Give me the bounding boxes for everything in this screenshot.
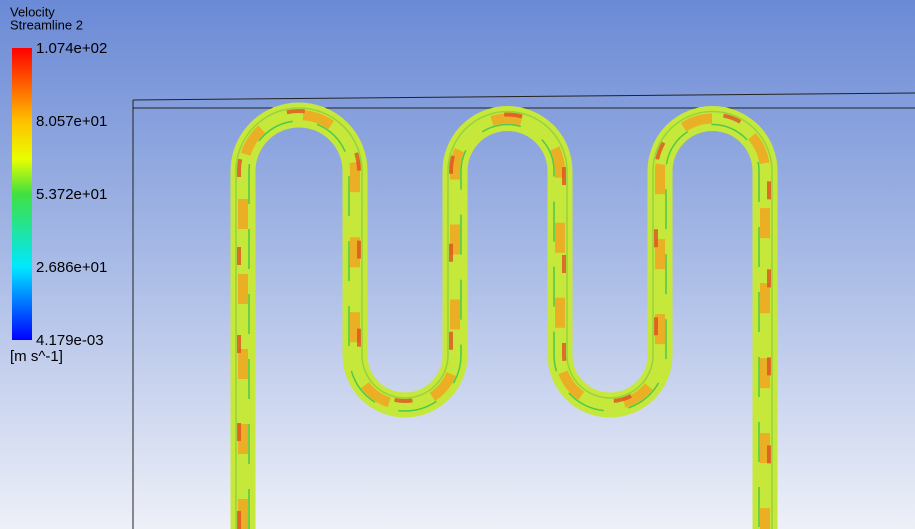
legend-units: [m s^-1] xyxy=(10,348,63,365)
legend-tick: 5.372e+01 xyxy=(36,186,107,203)
legend-tick: 2.686e+01 xyxy=(36,259,107,276)
legend-subtitle: Streamline 2 xyxy=(10,17,83,32)
color-bar xyxy=(12,48,32,340)
page: Velocity Streamline 2 1.074e+02 8.057e+0… xyxy=(0,0,915,529)
legend-tick: 1.074e+02 xyxy=(36,40,107,57)
legend-tick: 4.179e-03 xyxy=(36,332,104,349)
legend-tick: 8.057e+01 xyxy=(36,113,107,130)
viewport: Velocity Streamline 2 1.074e+02 8.057e+0… xyxy=(0,0,915,529)
